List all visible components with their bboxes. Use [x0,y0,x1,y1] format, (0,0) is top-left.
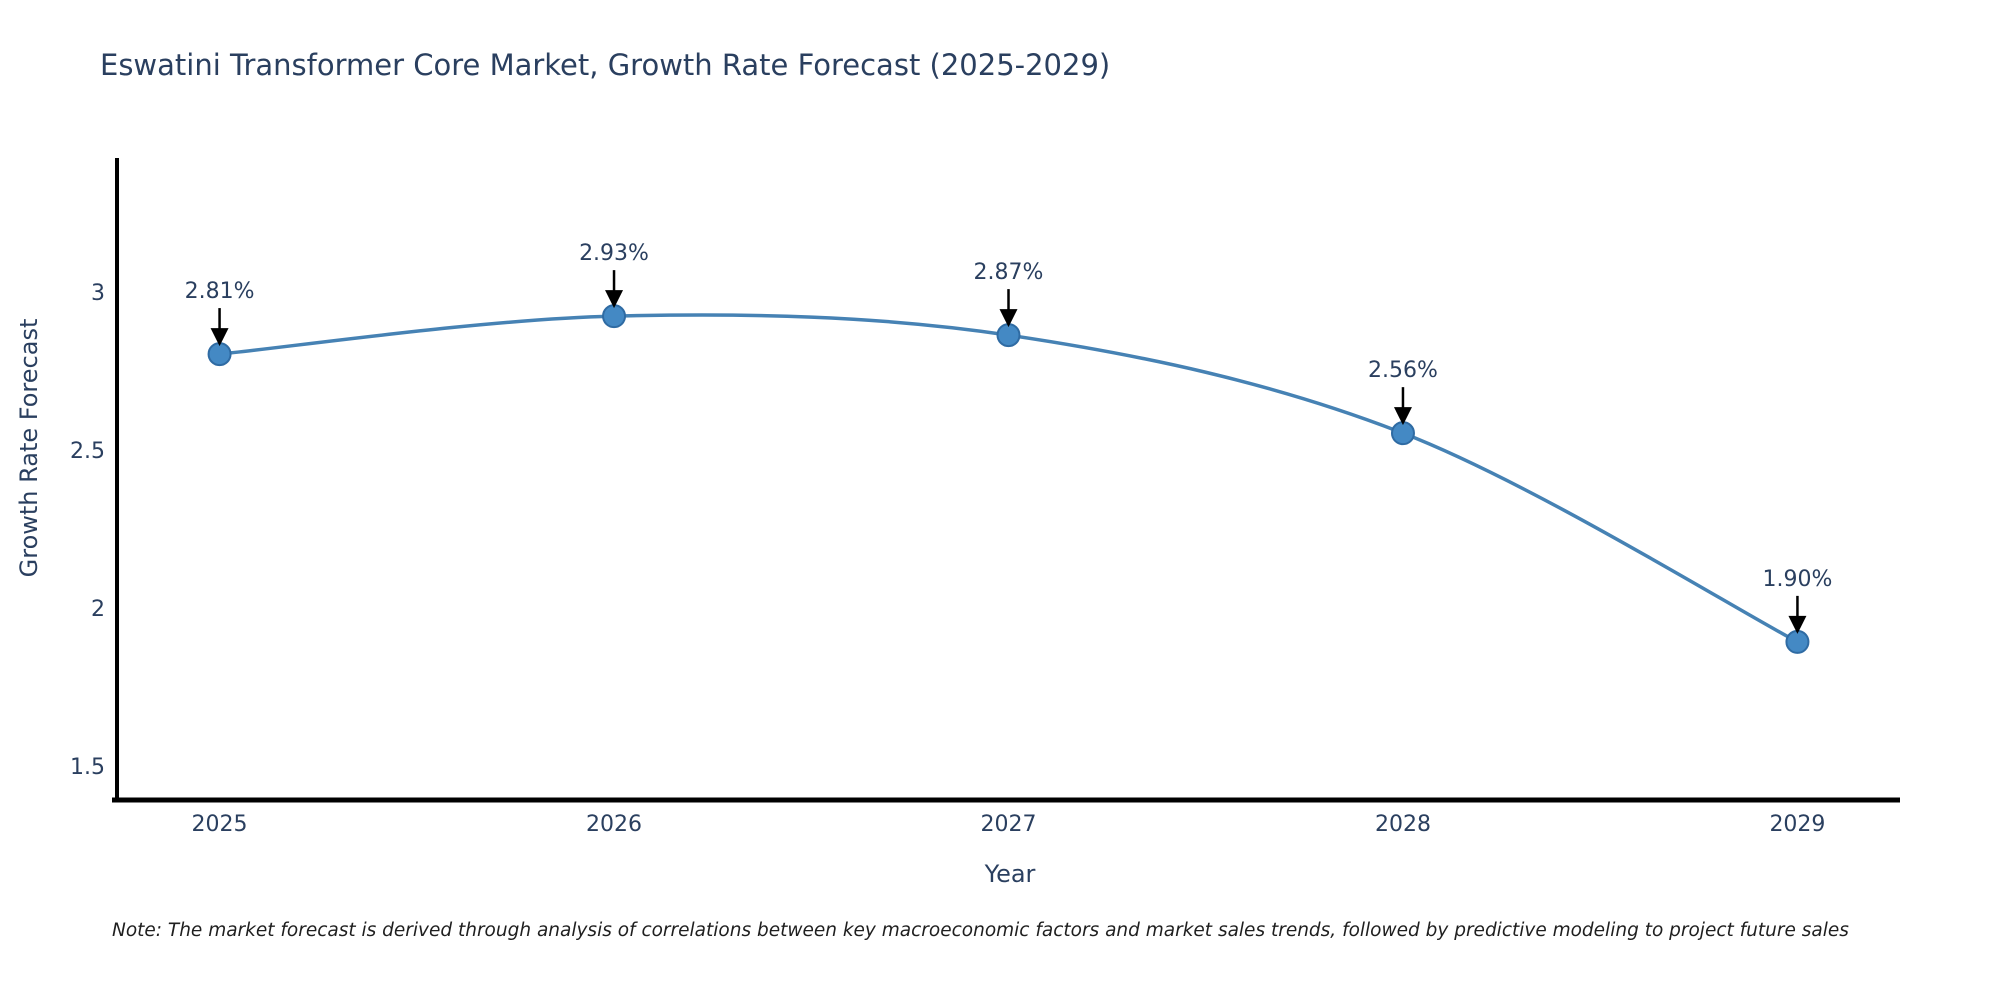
data-point-marker [996,323,1021,348]
footnote: Note: The market forecast is derived thr… [112,920,1849,941]
x-tick-label: 2025 [191,812,248,837]
y-tick-label: 1.5 [70,755,105,781]
chart-title: Eswatini Transformer Core Market, Growth… [100,48,1111,82]
y-tick-label: 2 [91,597,105,623]
data-point-marker [207,342,232,367]
x-tick-label: 2026 [586,812,643,837]
data-point-marker [1785,629,1810,654]
y-axis-title: Growth Rate Forecast [15,318,43,578]
x-tick-label: 2029 [1769,812,1826,837]
data-point-label: 2.56% [1368,358,1438,384]
data-point-label: 1.90% [1762,566,1833,592]
y-tick-label: 2.5 [70,439,105,465]
y-tick-label: 3 [91,280,105,306]
data-point-marker [1390,421,1415,446]
data-point-label: 2.87% [973,260,1044,286]
annotation-arrowhead [605,290,624,309]
annotation-arrowhead [999,309,1018,328]
x-tick-label: 2027 [980,812,1037,837]
data-point-marker [602,304,627,329]
x-axis-title: Year [984,860,1036,888]
growth-rate-line [219,313,1799,644]
annotation-arrowhead [1788,615,1807,634]
data-point-label: 2.93% [579,241,649,267]
annotation-arrowhead [210,328,229,347]
x-tick-label: 2028 [1374,812,1431,837]
data-point-label: 2.81% [184,279,255,305]
annotation-arrowhead [1393,407,1412,426]
